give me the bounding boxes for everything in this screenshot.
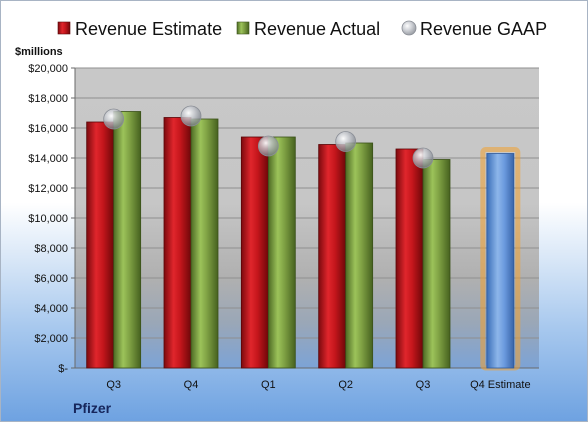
revenue-actual-bar [190, 118, 219, 369]
revenue-gaap-marker [103, 108, 125, 130]
revenue-actual-bar [422, 159, 451, 369]
y-tick-label: $10,000 [28, 213, 68, 225]
y-tick-label: $12,000 [28, 183, 68, 195]
y-tick-label: $14,000 [28, 153, 68, 165]
y-tick-label: $- [58, 363, 68, 375]
y-tick-label: $6,000 [34, 273, 68, 285]
revenue-estimate-bar [163, 117, 192, 369]
legend-gaap-swatch [401, 20, 417, 36]
y-axis-ticks: $- $2,000 $4,000 $6,000 $8,000 $10,000 $12,000… [28, 63, 539, 375]
x-tick-label: Q2 [338, 379, 353, 391]
legend-label: Revenue Estimate [75, 19, 222, 39]
y-tick-label: $4,000 [34, 303, 68, 315]
x-tick-label: Q3 [106, 379, 121, 391]
x-tick-label: Q3 [416, 379, 431, 391]
revenue-actual-bar [345, 142, 374, 369]
y-tick-label: $20,000 [28, 63, 68, 75]
revenue-actual-bar [267, 136, 296, 369]
revenue-estimate-bar [318, 144, 347, 369]
legend: Revenue Estimate Revenue Actual Revenue GA… [57, 19, 547, 39]
y-tick-label: $18,000 [28, 93, 68, 105]
legend-label: Revenue GAAP [420, 19, 547, 39]
y-tick-label: $8,000 [34, 243, 68, 255]
y-axis-unit-label: $millions [15, 46, 63, 58]
q4-estimate-bar [486, 153, 515, 369]
legend-estimate-swatch [57, 21, 71, 35]
x-axis-ticks: Q3 Q4 Q1 Q2 Q3 Q4 Estimate [106, 379, 530, 391]
x-tick-label: Q1 [261, 379, 276, 391]
legend-actual-swatch [236, 21, 250, 35]
y-tick-label: $2,000 [34, 333, 68, 345]
gridlines [75, 67, 539, 369]
revenue-estimate-bar [395, 148, 424, 369]
revenue-estimate-bar [86, 121, 115, 369]
revenue-estimate-bar [240, 136, 269, 369]
revenue-actual-bar [113, 111, 142, 369]
legend-label: Revenue Actual [254, 19, 380, 39]
gaap-markers [103, 105, 434, 169]
bars [86, 111, 521, 371]
company-label: Pfizer [73, 400, 112, 416]
revenue-gaap-marker [335, 131, 357, 152]
y-tick-label: $16,000 [28, 123, 68, 135]
x-tick-label: Q4 Estimate [470, 379, 531, 391]
x-tick-label: Q4 [184, 379, 199, 391]
revenue-gaap-marker [180, 105, 202, 127]
revenue-gaap-marker [257, 135, 279, 157]
revenue-gaap-marker [412, 147, 434, 169]
